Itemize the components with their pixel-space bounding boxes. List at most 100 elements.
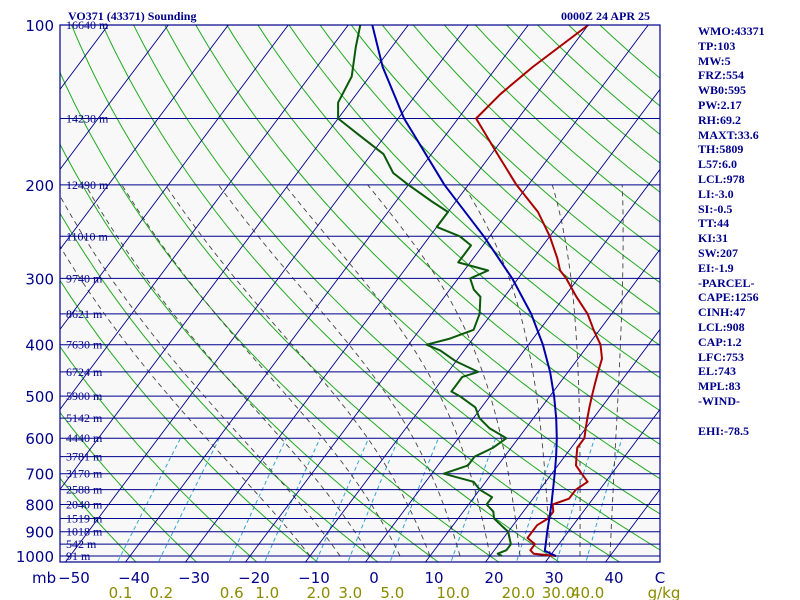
sounding-title: VO371 (43371) Sounding <box>68 9 197 23</box>
index-item: MAXT:33.6 <box>698 127 759 142</box>
isotherm-line <box>304 88 660 562</box>
mixing-ratio-tick-label: 20.0 <box>502 584 535 600</box>
index-item: L57:6.0 <box>698 157 737 172</box>
index-item: CINH:47 <box>698 305 746 320</box>
pressure-tick-label: 100 <box>25 17 54 35</box>
isotherm-line <box>424 248 660 562</box>
index-item: FRZ:554 <box>698 68 744 83</box>
index-item: LFC:753 <box>698 349 744 364</box>
moist-adiabat-line <box>121 184 401 557</box>
height-label: 1519 m <box>66 512 103 526</box>
index-item: WB0:595 <box>698 83 746 98</box>
mixing-ratio-tick-label: 1.0 <box>255 584 279 600</box>
index-item: MW:5 <box>698 53 731 68</box>
pressure-tick-label: 900 <box>25 524 54 542</box>
mixing-ratio-tick-label: 3.0 <box>338 584 362 600</box>
index-item: EI:-1.9 <box>698 260 734 275</box>
index-item: SI:-0.5 <box>698 201 733 216</box>
temperature-tick-label: 30 <box>544 569 563 587</box>
sounding-datetime: 0000Z 24 APR 25 <box>561 9 651 23</box>
index-item: LI:-3.0 <box>698 186 734 201</box>
plot-area <box>59 24 661 563</box>
height-label: 11010 m <box>66 229 109 243</box>
pressure-tick-label: 800 <box>25 497 54 515</box>
isotherm-line <box>60 25 349 411</box>
isotherm-line <box>60 25 169 171</box>
isotherm-line <box>244 25 649 562</box>
index-item: LCL:978 <box>698 171 745 186</box>
height-label: 9740 m <box>66 271 103 285</box>
temperature-tick-label: −40 <box>118 569 150 587</box>
height-label: 16640 m <box>66 18 109 32</box>
mixing-ratio-tick-label: 30.0 <box>542 584 575 600</box>
mixing-ratio-line <box>228 437 287 562</box>
pressure-tick-label: 1000 <box>16 548 54 566</box>
temperature-tick-label: 0 <box>369 569 379 587</box>
index-item: TP:103 <box>698 38 736 53</box>
height-label: 3781 m <box>66 450 103 464</box>
height-label: 12490 m <box>66 178 109 192</box>
index-item: -PARCEL- <box>698 275 755 290</box>
height-label: 2588 m <box>66 483 103 497</box>
height-label: 91 m <box>66 549 91 563</box>
pressure-unit-label: mb <box>32 569 56 587</box>
pressure-tick-label: 400 <box>25 337 54 355</box>
temperature-tick-label: −30 <box>178 569 210 587</box>
mixing-ratio-line <box>389 438 439 562</box>
index-item: WMO:43371 <box>698 24 765 38</box>
isotherm-line <box>184 25 589 562</box>
height-label: 8621 m <box>66 307 103 321</box>
temperature-tick-label: 10 <box>424 569 443 587</box>
index-item: CAPE:1256 <box>698 290 759 305</box>
mixing-ratio-tick-label: 0.1 <box>109 584 133 600</box>
pressure-tick-label: 500 <box>25 388 54 406</box>
dry-adiabat-line <box>60 345 258 562</box>
dry-adiabat-line <box>60 411 198 562</box>
index-item: RH:69.2 <box>698 112 741 127</box>
mixing-ratio-line <box>116 437 181 562</box>
index-item: KI:31 <box>698 231 728 246</box>
mixing-ratio-line <box>450 438 497 562</box>
height-label: 3170 m <box>66 467 103 481</box>
index-item: SW:207 <box>698 245 739 260</box>
height-label: 542 m <box>66 537 97 551</box>
index-item: TH:5809 <box>698 142 744 157</box>
indices-panel: WMO:43371 TP:103 MW:5 FRZ:554 WB0:595 PW:2.17… <box>698 24 765 438</box>
index-item: EHI:-78.5 <box>698 423 749 438</box>
height-label: 2040 m <box>66 498 103 512</box>
mixing-ratio-tick-label: 0.2 <box>149 584 173 600</box>
mixing-ratio-unit-label: g/kg <box>648 584 681 600</box>
pressure-tick-label: 200 <box>25 177 54 195</box>
height-label: 4440 m <box>66 431 103 445</box>
mixing-ratio-tick-label: 0.6 <box>220 584 244 600</box>
height-label: 5900 m <box>66 389 103 403</box>
isotherm-line <box>64 25 469 562</box>
temperature-profile-line <box>475 25 603 557</box>
dewpoint-profile-line <box>337 25 512 557</box>
height-label: 7630 m <box>66 338 103 352</box>
height-label: 6724 m <box>66 365 103 379</box>
index-item: -WIND- <box>698 393 740 408</box>
parcel-profile-line <box>371 25 558 557</box>
plot-frame <box>59 24 661 563</box>
height-label: 5142 m <box>66 411 103 425</box>
index-item: EL:743 <box>698 364 737 379</box>
index-item: CAP:1.2 <box>698 334 742 349</box>
isotherm-line <box>60 25 409 491</box>
isotherm-line <box>544 408 660 562</box>
mixing-ratio-tick-label: 10.0 <box>436 584 469 600</box>
mixing-ratio-tick-label: 40.0 <box>571 584 604 600</box>
pressure-tick-label: 300 <box>25 270 54 288</box>
temperature-tick-label: 40 <box>604 569 623 587</box>
index-item <box>698 409 765 424</box>
temperature-tick-label: −10 <box>298 569 330 587</box>
mixing-ratio-tick-label: 2.0 <box>307 584 331 600</box>
mixing-ratio-line <box>515 438 558 562</box>
mixing-ratio-tick-label: 5.0 <box>380 584 404 600</box>
dry-adiabat-line <box>60 279 319 562</box>
isotherm-line <box>60 25 229 251</box>
temperature-tick-label: −50 <box>58 569 90 587</box>
moist-adiabat-line <box>165 184 431 557</box>
height-label: 1018 m <box>66 525 103 539</box>
